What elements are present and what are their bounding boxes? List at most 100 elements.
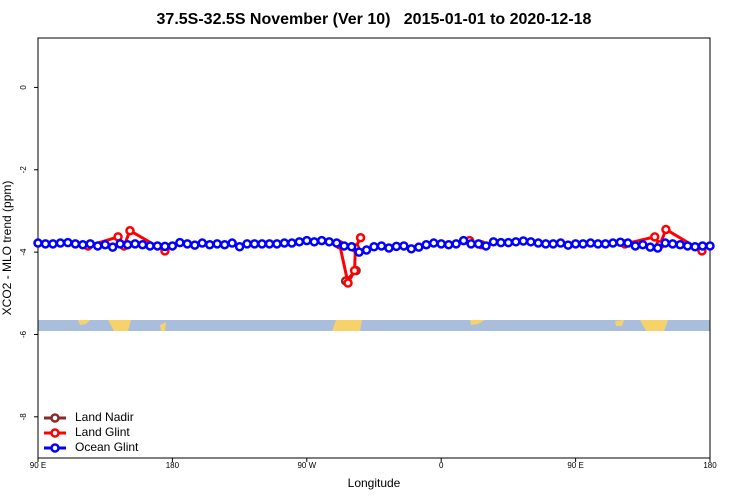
series-point — [511, 237, 521, 247]
series-point — [272, 239, 282, 249]
series-point — [661, 224, 671, 235]
x-tick-label: 180 — [703, 461, 717, 470]
series-point — [428, 238, 439, 248]
land — [108, 320, 131, 331]
legend-label: Land Nadir — [75, 410, 134, 424]
y-tick-label: 0 — [19, 85, 28, 90]
series-point — [287, 238, 297, 248]
series-point — [107, 242, 118, 252]
series-point — [309, 237, 320, 247]
series-point — [533, 238, 544, 248]
series-point — [376, 241, 387, 251]
series-point — [324, 237, 334, 247]
series-point — [227, 238, 237, 248]
series-point — [414, 242, 424, 252]
series-line — [87, 227, 703, 285]
series-point — [339, 241, 349, 251]
series-point — [361, 245, 372, 255]
series-point — [55, 238, 66, 248]
series-point — [563, 240, 573, 250]
series-point — [175, 237, 185, 248]
legend-marker — [50, 428, 60, 438]
series-point — [302, 235, 312, 246]
series-point — [608, 238, 618, 248]
series-point — [204, 239, 215, 250]
series-point — [593, 239, 603, 249]
series-point — [294, 237, 305, 247]
series-point — [160, 241, 170, 252]
series-point — [331, 238, 342, 248]
series-point — [623, 238, 633, 248]
y-tick-label: -8 — [19, 413, 28, 421]
x-tick-label: 90 E — [567, 461, 583, 470]
series-point — [137, 239, 148, 250]
series-point — [690, 242, 700, 252]
series-point — [540, 239, 551, 249]
series-point — [190, 240, 200, 250]
legend-label: Ocean Glint — [75, 440, 139, 454]
series-point — [578, 239, 588, 249]
ocean-band — [38, 320, 710, 331]
legend-marker — [50, 413, 60, 423]
land — [78, 320, 90, 325]
series-point — [421, 239, 432, 250]
legend-marker — [50, 443, 60, 453]
series-point — [122, 239, 133, 250]
x-tick-label: 180 — [166, 461, 180, 470]
series-point — [555, 238, 566, 248]
series-point — [63, 237, 73, 248]
series-point — [182, 239, 193, 249]
chart-title: 37.5S-32.5S November (Ver 10) 2015-01-01… — [157, 11, 592, 28]
series-point — [503, 237, 514, 248]
series-point — [600, 239, 611, 249]
series-point — [436, 239, 446, 249]
series-point — [40, 239, 51, 249]
series-point — [33, 238, 43, 248]
series-point — [354, 247, 364, 257]
series-point — [697, 241, 708, 251]
series-point — [652, 243, 663, 253]
land — [640, 320, 668, 331]
land — [160, 322, 166, 331]
series-point — [152, 241, 163, 251]
series-point — [92, 241, 103, 251]
series-point — [234, 242, 245, 252]
series-point — [115, 239, 125, 249]
land — [470, 320, 485, 325]
series-point — [249, 239, 260, 249]
series-point — [682, 241, 693, 251]
land — [615, 320, 624, 326]
series-point — [369, 242, 379, 252]
x-tick-label: 90 W — [297, 461, 316, 470]
series-point — [349, 265, 360, 276]
series-point — [264, 239, 275, 249]
series-point — [548, 239, 558, 249]
series-point — [257, 239, 267, 249]
series-point — [70, 239, 81, 249]
series-point — [496, 237, 506, 248]
series-point — [130, 239, 140, 249]
y-tick-label: -4 — [19, 248, 28, 256]
series-point — [615, 237, 626, 247]
series-point — [100, 239, 110, 250]
series-point — [675, 239, 685, 250]
map-strip — [38, 320, 710, 331]
series-point — [167, 241, 178, 251]
series-point — [316, 235, 327, 246]
series-point — [473, 239, 484, 249]
series-point — [466, 239, 476, 249]
series-point — [660, 238, 670, 248]
series-point — [518, 236, 529, 246]
series-point — [279, 238, 290, 248]
series-point — [343, 278, 353, 288]
series-point — [570, 239, 581, 249]
land — [332, 320, 362, 331]
series-point — [630, 241, 641, 251]
x-tick-label: 90 E — [30, 461, 46, 470]
x-axis-label: Longitude — [348, 476, 401, 490]
series-point — [481, 241, 491, 251]
series-point — [242, 239, 252, 249]
series-point — [48, 239, 58, 249]
series-point — [458, 235, 469, 246]
